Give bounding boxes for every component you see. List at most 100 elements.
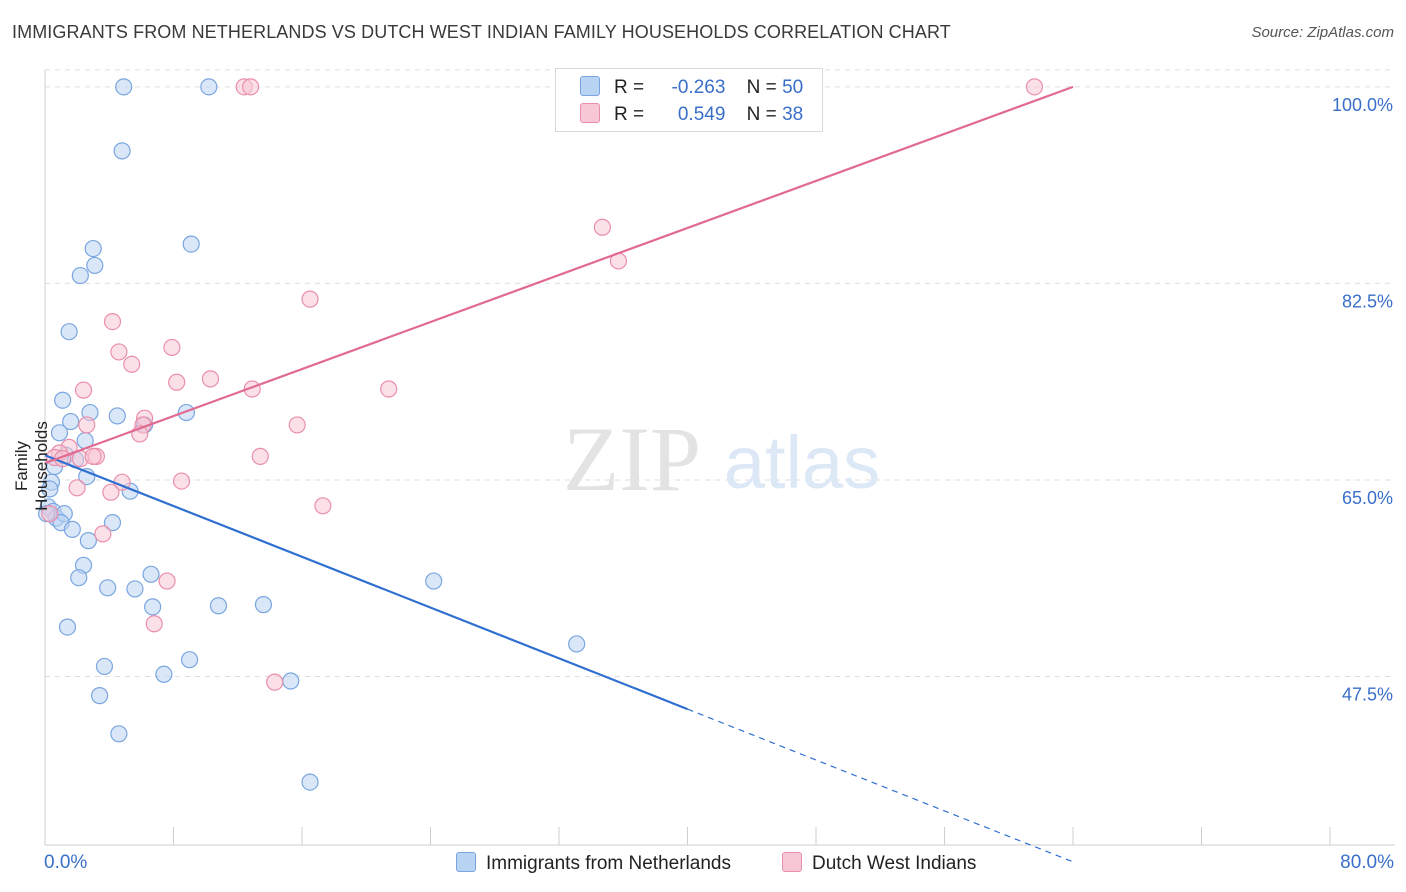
point-dutch-west-indians bbox=[102, 483, 120, 501]
trend-line-dutch-west-indians bbox=[44, 85, 1074, 465]
bottom-legend-dutch-west-indians: Dutch West Indians bbox=[782, 852, 976, 875]
legend-swatch-blue bbox=[580, 76, 600, 96]
point-dutch-west-indians bbox=[74, 381, 93, 399]
legend-row-netherlands: R = -0.263 N = 50 bbox=[580, 76, 803, 99]
point-netherlands bbox=[209, 597, 228, 615]
watermark-atlas: atlas bbox=[724, 421, 880, 504]
point-netherlands bbox=[568, 635, 586, 653]
x-tick-label-min: 0.0% bbox=[44, 852, 88, 873]
legend-n-value-dutch-west-indians: 38 bbox=[782, 104, 804, 125]
source-label: Source: ZipAtlas.com bbox=[1251, 24, 1394, 41]
point-netherlands bbox=[200, 78, 218, 96]
bottom-legend-netherlands: Immigrants from Netherlands bbox=[456, 852, 731, 875]
point-dutch-west-indians bbox=[123, 355, 141, 373]
axes bbox=[44, 70, 1395, 846]
bottom-legend-swatch-pink bbox=[782, 852, 802, 872]
point-dutch-west-indians bbox=[1025, 78, 1044, 96]
point-netherlands bbox=[155, 665, 173, 683]
legend-n-value-netherlands: 50 bbox=[782, 77, 804, 98]
point-netherlands bbox=[177, 403, 195, 422]
point-netherlands bbox=[126, 580, 144, 598]
point-dutch-west-indians bbox=[84, 447, 102, 465]
point-dutch-west-indians bbox=[94, 525, 112, 543]
point-netherlands bbox=[103, 514, 122, 532]
legend-n-label: N = bbox=[746, 77, 777, 98]
point-dutch-west-indians bbox=[168, 373, 186, 391]
chart-title: IMMIGRANTS FROM NETHERLANDS VS DUTCH WES… bbox=[12, 22, 951, 42]
point-netherlands bbox=[301, 773, 319, 791]
point-netherlands bbox=[79, 532, 97, 550]
y-tick-label: 47.5% bbox=[1342, 685, 1393, 705]
trend-lines bbox=[44, 85, 1074, 863]
bottom-legend-swatch-blue bbox=[456, 852, 476, 872]
point-netherlands bbox=[41, 480, 59, 498]
point-dutch-west-indians bbox=[163, 338, 181, 357]
point-dutch-west-indians bbox=[593, 218, 611, 236]
point-dutch-west-indians bbox=[158, 572, 176, 590]
point-netherlands bbox=[113, 142, 131, 160]
point-dutch-west-indians bbox=[78, 416, 96, 434]
point-dutch-west-indians bbox=[266, 673, 284, 691]
legend-row-dutch-west-indians: R = 0.549 N = 38 bbox=[580, 103, 803, 126]
point-netherlands bbox=[282, 672, 300, 690]
point-dutch-west-indians bbox=[380, 380, 398, 398]
grid-lines bbox=[45, 69, 1395, 678]
point-netherlands bbox=[54, 391, 72, 409]
y-tick-labels: 47.5% 65.0% 82.5% 100.0% bbox=[1332, 95, 1393, 705]
point-netherlands bbox=[50, 424, 69, 442]
point-netherlands bbox=[70, 569, 88, 587]
point-netherlands bbox=[62, 412, 80, 431]
point-dutch-west-indians bbox=[314, 497, 332, 515]
legend-n-label: N = bbox=[746, 104, 777, 125]
y-axis-title: Family Households bbox=[12, 421, 51, 511]
point-dutch-west-indians bbox=[242, 78, 260, 96]
bottom-legend-label-netherlands: Immigrants from Netherlands bbox=[486, 853, 731, 874]
trend-line-netherlands-extension bbox=[687, 708, 1074, 863]
y-tick-label: 65.0% bbox=[1342, 488, 1393, 508]
y-tick-label: 82.5% bbox=[1342, 291, 1393, 311]
point-dutch-west-indians bbox=[288, 416, 306, 434]
legend-r-label: R = bbox=[614, 104, 645, 125]
x-tick-label-max: 80.0% bbox=[1340, 852, 1394, 873]
point-netherlands bbox=[180, 651, 199, 669]
point-netherlands bbox=[60, 323, 78, 341]
point-dutch-west-indians bbox=[103, 312, 122, 331]
point-dutch-west-indians bbox=[301, 290, 319, 308]
point-dutch-west-indians bbox=[41, 505, 59, 523]
watermark: ZIP atlas bbox=[563, 408, 880, 510]
point-netherlands bbox=[142, 565, 160, 583]
point-netherlands bbox=[71, 266, 89, 285]
y-tick-label: 100.0% bbox=[1332, 95, 1393, 115]
legend-r-label: R = bbox=[614, 77, 645, 98]
point-dutch-west-indians bbox=[251, 447, 269, 465]
point-netherlands bbox=[58, 618, 77, 636]
point-dutch-west-indians bbox=[145, 615, 163, 633]
point-netherlands bbox=[63, 520, 81, 538]
legend-r-value-netherlands: -0.263 bbox=[671, 77, 726, 98]
point-dutch-west-indians bbox=[201, 370, 220, 388]
bottom-legend-label-dutch-west-indians: Dutch West Indians bbox=[812, 853, 977, 874]
point-netherlands bbox=[91, 687, 109, 705]
watermark-zip: ZIP bbox=[563, 408, 701, 510]
point-netherlands bbox=[115, 78, 133, 96]
correlation-legend: R = -0.263 N = 50 R = 0.549 N = 38 bbox=[555, 68, 823, 132]
point-netherlands bbox=[95, 657, 114, 676]
legend-swatch-pink bbox=[580, 103, 600, 123]
legend-r-value-dutch-west-indians: 0.549 bbox=[677, 104, 726, 125]
trend-line-netherlands bbox=[44, 454, 688, 711]
point-dutch-west-indians bbox=[110, 343, 128, 361]
point-netherlands bbox=[425, 572, 443, 590]
point-netherlands bbox=[254, 596, 273, 614]
series-dutch-west-indians-points bbox=[41, 78, 1044, 691]
point-netherlands bbox=[108, 407, 126, 425]
point-dutch-west-indians bbox=[172, 472, 191, 490]
series-netherlands-points bbox=[38, 78, 586, 791]
point-netherlands bbox=[110, 725, 128, 743]
point-netherlands bbox=[99, 579, 117, 597]
point-netherlands bbox=[86, 256, 104, 275]
point-netherlands bbox=[182, 235, 200, 253]
point-netherlands bbox=[84, 239, 102, 258]
point-netherlands bbox=[144, 598, 162, 616]
point-dutch-west-indians bbox=[68, 479, 86, 497]
